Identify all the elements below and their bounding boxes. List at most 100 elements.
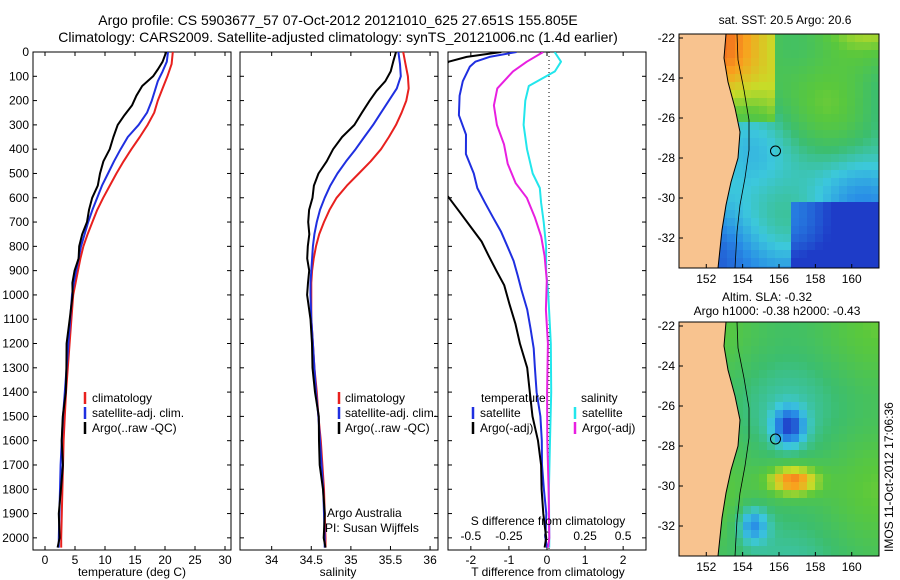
field-cell <box>783 58 792 67</box>
field-cell <box>751 466 760 475</box>
field-cell <box>807 466 816 475</box>
field-cell <box>823 442 832 451</box>
field-cell <box>855 322 864 331</box>
field-cell <box>863 218 872 227</box>
field-cell <box>775 146 784 155</box>
field-cell <box>751 394 760 403</box>
field-cell <box>831 490 840 499</box>
field-cell <box>759 474 768 483</box>
field-cell <box>815 514 824 523</box>
field-cell <box>759 218 768 227</box>
field-cell <box>759 242 768 251</box>
field-cell <box>791 498 800 507</box>
field-cell <box>727 50 736 59</box>
field-cell <box>759 34 768 43</box>
y-tick-label: 1900 <box>2 507 29 521</box>
field-cell <box>823 490 832 499</box>
field-cell <box>735 490 744 499</box>
field-cell <box>783 458 792 467</box>
field-cell <box>823 58 832 67</box>
field-cell <box>799 186 808 195</box>
field-cell <box>807 234 816 243</box>
field-cell <box>871 218 879 227</box>
field-cell <box>735 386 744 395</box>
field-cell <box>863 522 872 531</box>
field-cell <box>839 322 848 331</box>
field-cell <box>807 90 816 99</box>
field-cell <box>815 498 824 507</box>
field-cell <box>799 426 808 435</box>
field-cell <box>807 258 816 267</box>
field-cell <box>783 98 792 107</box>
legend-salinity-argo-label: Argo(-adj) <box>582 421 635 435</box>
field-cell <box>767 250 776 259</box>
field-cell <box>735 434 744 443</box>
field-cell <box>863 266 872 268</box>
salinity-panel: 34 34.5 35 35.5 36 climatology satellite-adj… <box>239 51 439 579</box>
field-cell <box>815 114 824 123</box>
field-cell <box>823 346 832 355</box>
y-tick-label: 1500 <box>2 409 29 423</box>
field-cell <box>807 498 816 507</box>
field-cell <box>743 178 752 187</box>
field-cell <box>759 74 768 83</box>
field-cell <box>743 218 752 227</box>
temperature-panel: 0100200300400500600700800900100011001200… <box>2 45 232 579</box>
field-cell <box>863 474 872 483</box>
field-cell <box>799 514 808 523</box>
field-cell <box>855 42 864 51</box>
y-tick-label: 400 <box>9 142 29 156</box>
field-cell <box>775 58 784 67</box>
field-cell <box>799 402 808 411</box>
field-cell <box>871 122 879 131</box>
field-cell <box>823 450 832 459</box>
y-tick-label: 1200 <box>2 337 29 351</box>
field-cell <box>863 114 872 123</box>
field-cell <box>823 330 832 339</box>
field-cell <box>823 458 832 467</box>
field-cell <box>831 258 840 267</box>
field-cell <box>855 514 864 523</box>
map-x-tick-label: 160 <box>842 272 862 286</box>
field-cell <box>791 178 800 187</box>
field-cell <box>831 482 840 491</box>
field-cell <box>783 434 792 443</box>
field-cell <box>815 170 824 179</box>
field-cell <box>767 554 776 556</box>
field-cell <box>791 122 800 131</box>
field-cell <box>767 90 776 99</box>
field-cell <box>863 538 872 547</box>
field-cell <box>823 538 832 547</box>
field-cell <box>775 258 784 267</box>
field-cell <box>767 82 776 91</box>
field-cell <box>783 530 792 539</box>
field-cell <box>871 194 879 203</box>
field-cell <box>799 450 808 459</box>
field-cell <box>783 250 792 259</box>
field-cell <box>839 402 848 411</box>
field-cell <box>855 266 864 268</box>
field-cell <box>823 522 832 531</box>
field-cell <box>759 250 768 259</box>
field-cell <box>863 106 872 115</box>
field-cell <box>783 170 792 179</box>
field-cell <box>831 426 840 435</box>
field-cell <box>823 474 832 483</box>
field-cell <box>759 434 768 443</box>
field-cell <box>791 458 800 467</box>
field-cell <box>807 506 816 515</box>
field-cell <box>871 330 879 339</box>
field-cell <box>799 474 808 483</box>
field-cell <box>775 138 784 147</box>
field-cell <box>839 522 848 531</box>
field-cell <box>847 434 856 443</box>
field-cell <box>799 498 808 507</box>
field-cell <box>775 426 784 435</box>
field-cell <box>751 210 760 219</box>
field-cell <box>799 538 808 547</box>
field-cell <box>735 50 744 59</box>
field-cell <box>847 90 856 99</box>
map-y-tick-label: -22 <box>658 319 676 333</box>
field-cell <box>735 370 744 379</box>
field-cell <box>799 42 808 51</box>
